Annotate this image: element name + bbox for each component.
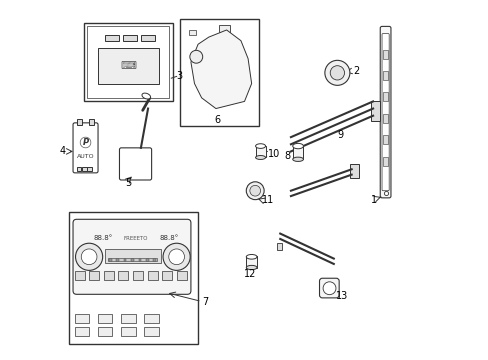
FancyBboxPatch shape [153, 258, 156, 261]
FancyBboxPatch shape [89, 271, 99, 280]
FancyBboxPatch shape [180, 19, 258, 126]
Circle shape [323, 282, 335, 295]
Circle shape [329, 66, 344, 80]
Text: P: P [82, 138, 88, 147]
Text: 3: 3 [176, 71, 183, 81]
FancyBboxPatch shape [73, 123, 98, 173]
FancyBboxPatch shape [370, 102, 380, 121]
Text: 88.8°: 88.8° [160, 235, 179, 241]
Text: 13: 13 [335, 291, 347, 301]
FancyBboxPatch shape [121, 314, 135, 323]
FancyBboxPatch shape [77, 119, 82, 125]
Text: 12: 12 [244, 269, 256, 279]
FancyBboxPatch shape [108, 258, 157, 261]
FancyBboxPatch shape [176, 271, 186, 280]
FancyBboxPatch shape [382, 71, 387, 80]
FancyBboxPatch shape [133, 271, 142, 280]
Ellipse shape [255, 144, 265, 148]
Text: FREEETO: FREEETO [123, 237, 147, 242]
FancyBboxPatch shape [98, 314, 112, 323]
FancyBboxPatch shape [75, 314, 89, 323]
FancyBboxPatch shape [131, 258, 134, 261]
Text: 4: 4 [60, 147, 66, 157]
FancyBboxPatch shape [75, 271, 84, 280]
FancyBboxPatch shape [255, 146, 265, 157]
FancyBboxPatch shape [380, 26, 390, 198]
Text: 10: 10 [267, 149, 280, 159]
FancyBboxPatch shape [118, 271, 128, 280]
FancyBboxPatch shape [73, 219, 190, 294]
FancyBboxPatch shape [123, 258, 126, 261]
Circle shape [75, 243, 102, 270]
Circle shape [189, 50, 203, 63]
FancyBboxPatch shape [75, 327, 89, 336]
Circle shape [163, 243, 190, 270]
FancyBboxPatch shape [82, 167, 86, 171]
FancyBboxPatch shape [246, 256, 257, 267]
Text: 11: 11 [262, 195, 274, 204]
FancyBboxPatch shape [105, 249, 160, 263]
FancyBboxPatch shape [116, 258, 119, 261]
FancyBboxPatch shape [382, 93, 387, 102]
FancyBboxPatch shape [276, 243, 282, 249]
FancyBboxPatch shape [98, 327, 112, 336]
Text: ⌨: ⌨ [120, 61, 136, 71]
FancyBboxPatch shape [69, 212, 198, 344]
Text: 2: 2 [353, 66, 359, 76]
FancyBboxPatch shape [108, 258, 111, 261]
FancyBboxPatch shape [103, 271, 114, 280]
FancyBboxPatch shape [162, 271, 172, 280]
FancyBboxPatch shape [189, 30, 196, 35]
Text: 9: 9 [337, 130, 343, 140]
Ellipse shape [255, 156, 265, 159]
FancyBboxPatch shape [105, 35, 119, 41]
FancyBboxPatch shape [343, 70, 347, 75]
FancyBboxPatch shape [87, 167, 92, 171]
FancyBboxPatch shape [382, 135, 387, 144]
Ellipse shape [246, 255, 257, 259]
FancyBboxPatch shape [145, 258, 148, 261]
FancyBboxPatch shape [144, 314, 159, 323]
FancyBboxPatch shape [382, 114, 387, 123]
Text: 7: 7 [202, 297, 208, 307]
FancyBboxPatch shape [123, 35, 137, 41]
FancyBboxPatch shape [141, 35, 155, 41]
FancyBboxPatch shape [87, 26, 169, 98]
FancyBboxPatch shape [201, 60, 226, 66]
FancyBboxPatch shape [201, 82, 226, 87]
Circle shape [81, 249, 97, 265]
Text: 8: 8 [284, 151, 290, 161]
Text: 5: 5 [124, 177, 131, 188]
Circle shape [168, 249, 184, 265]
Ellipse shape [292, 143, 303, 149]
FancyBboxPatch shape [382, 50, 387, 59]
FancyBboxPatch shape [121, 327, 135, 336]
FancyBboxPatch shape [319, 278, 339, 298]
FancyBboxPatch shape [98, 48, 159, 84]
FancyBboxPatch shape [381, 33, 388, 191]
Circle shape [246, 182, 264, 200]
FancyBboxPatch shape [201, 71, 226, 76]
Text: 88.8°: 88.8° [94, 235, 113, 241]
Ellipse shape [292, 157, 303, 161]
Circle shape [324, 60, 349, 85]
FancyBboxPatch shape [147, 271, 157, 280]
FancyBboxPatch shape [349, 164, 358, 178]
FancyBboxPatch shape [292, 146, 303, 159]
FancyBboxPatch shape [89, 119, 94, 125]
FancyBboxPatch shape [83, 23, 173, 102]
Text: AUTO: AUTO [77, 154, 94, 159]
Ellipse shape [246, 265, 257, 270]
Ellipse shape [142, 93, 150, 99]
Polygon shape [190, 30, 251, 109]
FancyBboxPatch shape [144, 327, 159, 336]
Circle shape [249, 185, 260, 196]
FancyBboxPatch shape [219, 24, 230, 32]
FancyBboxPatch shape [77, 167, 81, 171]
Text: 6: 6 [214, 115, 220, 125]
Text: 1: 1 [370, 195, 376, 204]
FancyBboxPatch shape [138, 258, 141, 261]
FancyBboxPatch shape [119, 148, 151, 180]
FancyBboxPatch shape [382, 157, 387, 166]
